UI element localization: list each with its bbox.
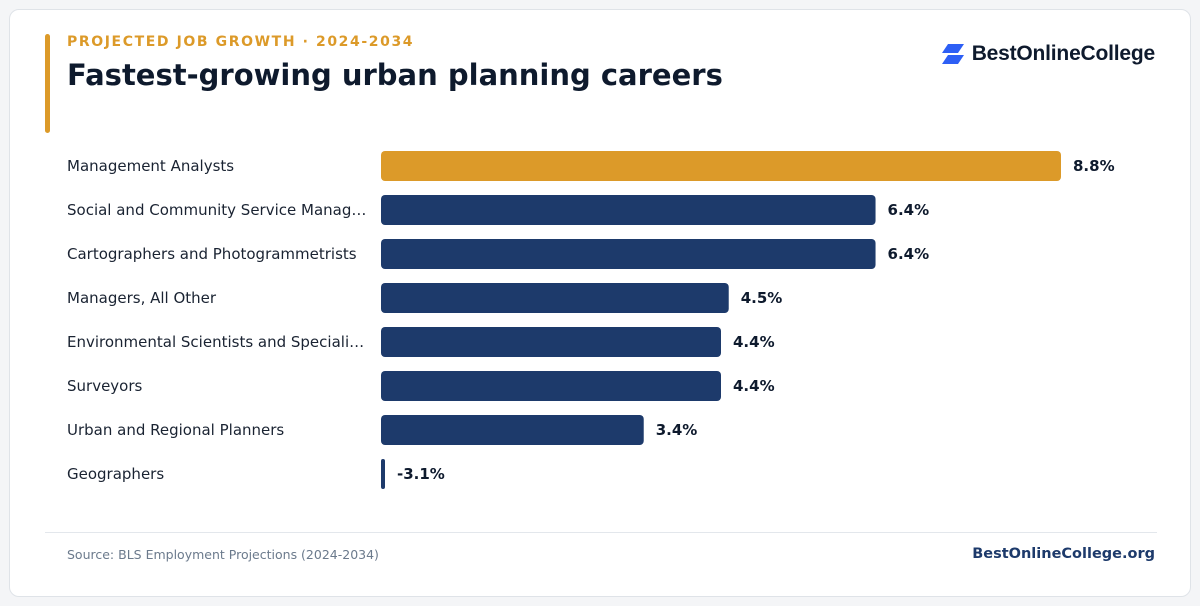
- chart-eyebrow: PROJECTED JOB GROWTH · 2024-2034: [67, 34, 415, 50]
- logo-text: BestOnlineCollege: [971, 42, 1156, 65]
- source-note: Source: BLS Employment Projections (2024…: [67, 547, 379, 562]
- category-label: Managers, All Other: [67, 289, 217, 307]
- category-label: Surveyors: [67, 377, 143, 395]
- category-label: Environmental Scientists and Speciali…: [67, 333, 364, 351]
- bestonlinecollege-logo-icon: [941, 44, 964, 64]
- bar[interactable]: [381, 327, 721, 357]
- bar[interactable]: [381, 415, 644, 445]
- brand-logo[interactable]: BestOnlineCollege: [940, 40, 1155, 68]
- chart-title: Fastest-growing urban planning careers: [67, 58, 723, 92]
- bar[interactable]: [381, 371, 721, 401]
- category-label: Geographers: [67, 465, 164, 483]
- category-label: Cartographers and Photogrammetrists: [67, 245, 357, 263]
- category-label: Social and Community Service Manag…: [67, 201, 366, 219]
- value-label: 3.4%: [656, 421, 698, 439]
- bar[interactable]: [381, 239, 876, 269]
- chart-card: PROJECTED JOB GROWTH · 2024-2034 Fastest…: [9, 9, 1191, 597]
- value-label: 6.4%: [888, 245, 930, 263]
- bar[interactable]: [381, 283, 729, 313]
- bar-chart: Management Analysts 8.8% Social and Commun…: [67, 151, 1115, 489]
- value-label: 8.8%: [1073, 157, 1115, 175]
- category-label: Urban and Regional Planners: [67, 421, 284, 439]
- site-link[interactable]: BestOnlineCollege.org: [972, 546, 1155, 562]
- category-label: Management Analysts: [67, 157, 234, 175]
- bar[interactable]: [381, 151, 1061, 181]
- value-label: -3.1%: [397, 465, 445, 483]
- value-label: 4.4%: [733, 333, 775, 351]
- accent-rule: [45, 34, 50, 133]
- value-label: 6.4%: [888, 201, 930, 219]
- footer-divider: [45, 532, 1157, 533]
- bar[interactable]: [381, 195, 876, 225]
- value-label: 4.4%: [733, 377, 775, 395]
- bar[interactable]: [381, 459, 385, 489]
- value-label: 4.5%: [741, 289, 783, 307]
